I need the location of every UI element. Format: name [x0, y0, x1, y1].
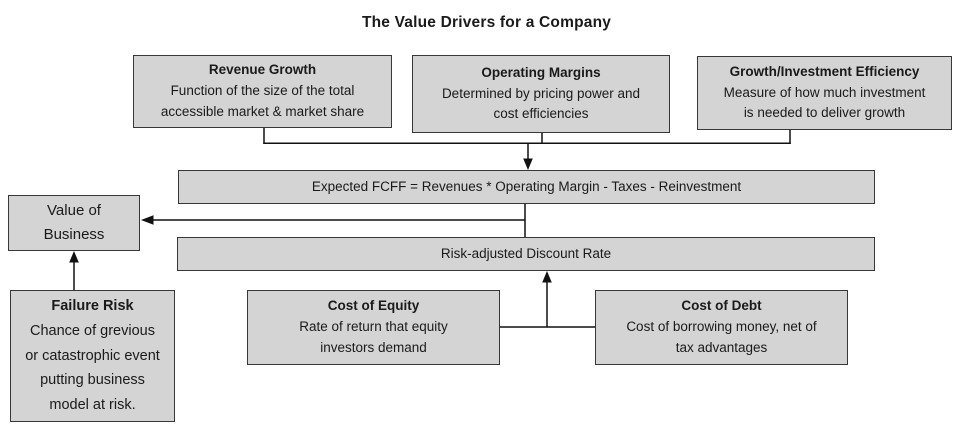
connector-top-rail [263, 128, 791, 144]
arrow-to-value-of-business [141, 215, 525, 225]
box-operating-margins-body: Determined by pricing power and cost eff… [441, 85, 641, 122]
arrow-rail-to-fcff [523, 143, 533, 170]
box-cost-of-equity: Cost of Equity Rate of return that equit… [247, 290, 500, 365]
box-growth-investment-efficiency-title: Growth/Investment Efficiency [729, 63, 920, 79]
box-operating-margins: Operating Margins Determined by pricing … [412, 55, 670, 133]
box-growth-investment-efficiency: Growth/Investment Efficiency Measure of … [697, 56, 952, 130]
box-value-of-business-label: Value of Business [43, 202, 105, 243]
box-revenue-growth: Revenue Growth Function of the size of t… [133, 55, 392, 128]
box-failure-risk-title: Failure Risk [51, 297, 134, 314]
box-cost-of-debt-body: Cost of borrowing money, net of tax adva… [626, 319, 817, 355]
box-risk-adjusted-discount-rate-label: Risk-adjusted Discount Rate [440, 245, 612, 261]
box-cost-of-debt-title: Cost of Debt [681, 298, 762, 314]
box-revenue-growth-title: Revenue Growth [208, 62, 317, 78]
box-revenue-growth-body: Function of the size of the total access… [160, 83, 365, 119]
box-cost-of-equity-body: Rate of return that equity investors dem… [299, 319, 448, 355]
box-value-of-business: Value of Business [8, 195, 140, 251]
box-cost-of-equity-title: Cost of Equity [327, 298, 420, 314]
box-risk-adjusted-discount-rate: Risk-adjusted Discount Rate [177, 237, 875, 271]
arrow-cost-to-discount [542, 271, 552, 327]
box-failure-risk: Failure Risk Chance of grevious or catas… [10, 290, 175, 422]
box-cost-of-debt: Cost of Debt Cost of borrowing money, ne… [595, 290, 848, 365]
box-failure-risk-body: Chance of grevious or catastrophic event… [25, 322, 160, 414]
box-expected-fcff: Expected FCFF = Revenues * Operating Mar… [178, 170, 875, 204]
box-growth-investment-efficiency-body: Measure of how much investment is needed… [723, 84, 926, 121]
arrow-failure-to-value [69, 251, 79, 290]
diagram-title: The Value Drivers for a Company [361, 14, 612, 31]
box-operating-margins-title: Operating Margins [481, 64, 601, 80]
box-expected-fcff-label: Expected FCFF = Revenues * Operating Mar… [311, 178, 742, 194]
